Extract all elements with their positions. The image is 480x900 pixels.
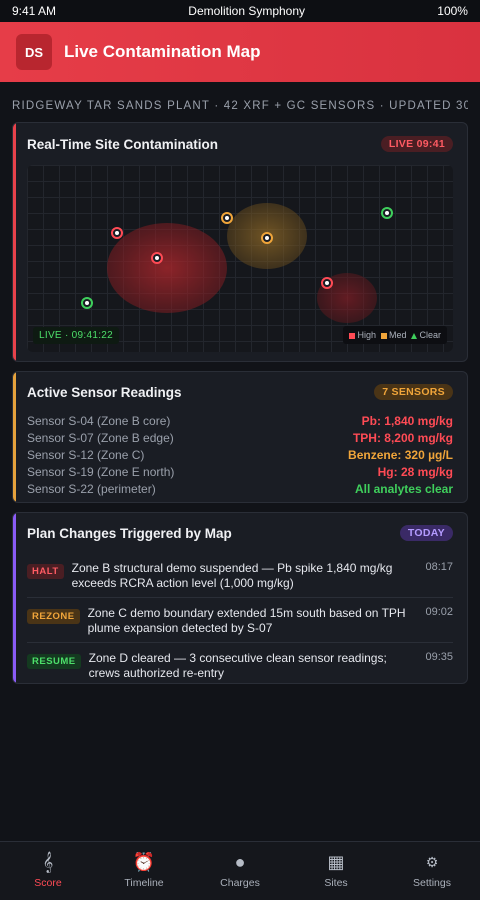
plan-changes-list: HALT Zone B structural demo suspended — P… — [13, 553, 467, 683]
tab-label: Sites — [324, 877, 348, 889]
site-context-line: RIDGEWAY TAR SANDS PLANT · 42 XRF + GC S… — [12, 100, 468, 112]
sensor-marker[interactable] — [111, 227, 123, 239]
sensor-value: Pb: 1,840 mg/kg — [361, 413, 453, 428]
change-description: Zone D cleared — 3 consecutive clean sen… — [88, 651, 387, 680]
sensor-marker[interactable] — [151, 252, 163, 264]
med-square-icon — [380, 332, 387, 339]
change-description: Zone C demo boundary extended 15m south … — [87, 606, 406, 635]
change-tag: HALT — [27, 564, 64, 579]
tab-label: Score — [34, 877, 62, 889]
sensor-value: All analytes clear — [354, 481, 453, 496]
app-header: DS Live Contamination Map — [0, 22, 480, 82]
tab-label: Charges — [220, 877, 260, 889]
status-battery: 100% — [437, 4, 468, 18]
sensor-name: Sensor S-19 (Zone E north) — [27, 464, 175, 479]
sensor-value: Benzene: 320 µg/L — [348, 447, 453, 462]
change-time: 08:17 — [425, 561, 453, 573]
status-time: 9:41 AM — [12, 4, 57, 18]
tab-timeline[interactable]: ⏰ Timeline — [96, 842, 192, 900]
change-tag: RESUME — [27, 654, 81, 669]
sensor-name: Sensor S-07 (Zone B edge) — [27, 430, 174, 445]
sensor-name: Sensor S-04 (Zone B core) — [27, 413, 171, 428]
status-app-name: Demolition Symphony — [188, 4, 306, 18]
sensor-readings-card: Active Sensor Readings 7 SENSORS Sensor … — [12, 371, 468, 503]
sensor-marker[interactable] — [81, 297, 93, 309]
legend-high: High — [349, 330, 376, 340]
alarm-clock-icon: ⏰ — [132, 852, 156, 872]
map-legend: High Med Clear — [343, 326, 447, 344]
sensor-marker[interactable] — [381, 207, 393, 219]
tab-label: Timeline — [124, 877, 164, 889]
contamination-map[interactable]: LIVE · 09:41:22 High Med Clear — [27, 165, 453, 352]
status-bar: 9:41 AM Demolition Symphony 100% — [0, 0, 480, 22]
tab-sites[interactable]: ▦ Sites — [288, 842, 384, 900]
sensor-marker[interactable] — [221, 212, 233, 224]
plan-change-row[interactable]: REZONE Zone C demo boundary extended 15m … — [27, 598, 453, 643]
sensor-name: Sensor S-22 (perimeter) — [27, 481, 156, 496]
tab-score[interactable]: 𝄞 Score — [0, 842, 96, 900]
bomb-icon: ● — [234, 852, 246, 872]
gear-icon: ⚙ — [425, 854, 439, 870]
high-square-icon — [349, 332, 356, 339]
clear-triangle-icon — [411, 332, 418, 339]
sensor-name: Sensor S-12 (Zone C) — [27, 447, 145, 462]
sensor-reading-row[interactable]: Sensor S-19 (Zone E north) Hg: 28 mg/kg — [13, 463, 467, 480]
change-description: Zone B structural demo suspended — Pb sp… — [71, 561, 393, 590]
change-tag: REZONE — [27, 609, 80, 624]
sensor-marker[interactable] — [261, 232, 273, 244]
tab-charges[interactable]: ● Charges — [192, 842, 288, 900]
sensor-reading-row[interactable]: Sensor S-12 (Zone C) Benzene: 320 µg/L — [13, 446, 467, 463]
sensor-reading-row[interactable]: Sensor S-04 (Zone B core) Pb: 1,840 mg/kg — [13, 412, 467, 429]
tab-label: Settings — [413, 877, 451, 889]
today-badge: TODAY — [399, 525, 453, 541]
sensor-readings-list: Sensor S-04 (Zone B core) Pb: 1,840 mg/kg… — [13, 412, 467, 497]
contamination-map-card: Real-Time Site Contamination LIVE 09:41 … — [12, 122, 468, 362]
live-badge: LIVE 09:41 — [380, 136, 453, 152]
score-icon: 𝄞 — [42, 852, 54, 872]
readings-card-title: Active Sensor Readings — [27, 384, 182, 400]
plan-card-title: Plan Changes Triggered by Map — [27, 525, 232, 541]
sensor-reading-row[interactable]: Sensor S-07 (Zone B edge) TPH: 8,200 mg/k… — [13, 429, 467, 446]
map-card-title: Real-Time Site Contamination — [27, 136, 219, 152]
sensor-reading-row[interactable]: Sensor S-22 (perimeter) All analytes clea… — [13, 480, 467, 497]
page-title: Live Contamination Map — [64, 42, 261, 61]
plan-change-row[interactable]: HALT Zone B structural demo suspended — P… — [27, 553, 453, 598]
map-timestamp: LIVE · 09:41:22 — [33, 327, 119, 344]
sensor-value: TPH: 8,200 mg/kg — [352, 430, 453, 445]
tab-settings[interactable]: ⚙ Settings — [384, 842, 480, 900]
plan-changes-card: Plan Changes Triggered by Map TODAY HALT… — [12, 512, 468, 684]
legend-clear: Clear — [411, 330, 441, 340]
change-time: 09:02 — [425, 606, 453, 618]
sensor-marker[interactable] — [321, 277, 333, 289]
building-icon: ▦ — [327, 852, 345, 872]
change-time: 09:35 — [425, 651, 453, 663]
sensor-value: Hg: 28 mg/kg — [377, 464, 453, 479]
high-contamination-zone — [107, 223, 227, 313]
bottom-tab-bar: 𝄞 Score ⏰ Timeline ● Charges ▦ Sites ⚙ S… — [0, 841, 480, 900]
sensor-count-badge: 7 SENSORS — [374, 384, 453, 400]
plan-change-row[interactable]: RESUME Zone D cleared — 3 consecutive cle… — [27, 643, 453, 683]
legend-med: Med — [380, 330, 406, 340]
avatar[interactable]: DS — [16, 34, 52, 70]
